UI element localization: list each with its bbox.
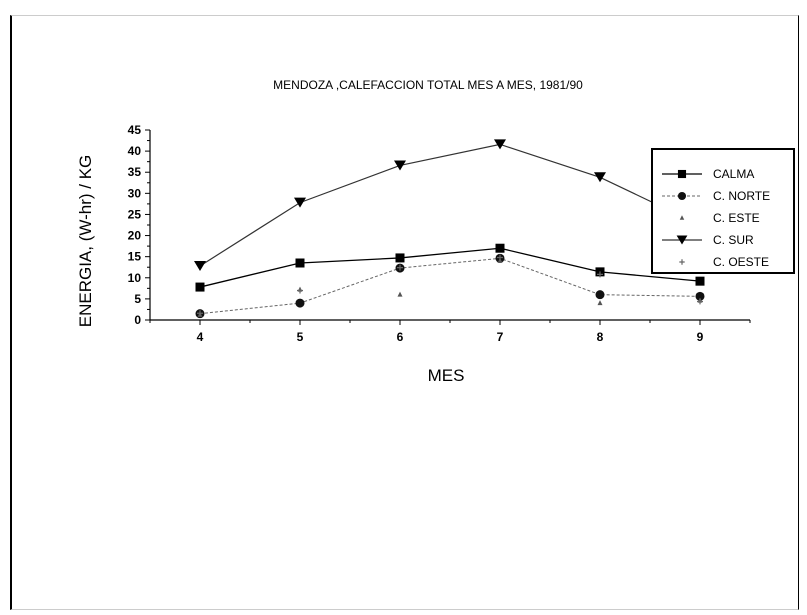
data-point [594, 172, 606, 183]
data-point [495, 243, 505, 253]
y-tick-label: 45 [128, 123, 142, 137]
legend-marker [677, 169, 687, 179]
legend-label: C. ESTE [713, 211, 760, 225]
data-point [494, 139, 506, 150]
data-point [695, 291, 705, 301]
legend-label: C. OESTE [713, 255, 769, 269]
series-calma [195, 243, 705, 292]
legend-label: C. NORTE [713, 189, 770, 203]
data-point [497, 254, 503, 261]
x-tick-label: 7 [497, 330, 504, 344]
series-line [199, 247, 701, 288]
y-tick-label: 10 [128, 271, 142, 285]
data-point [294, 197, 306, 208]
legend-marker [677, 191, 687, 201]
x-tick-label: 5 [297, 330, 304, 344]
legend-label: CALMA [713, 167, 754, 181]
x-tick-label: 6 [397, 330, 404, 344]
legend-box [651, 148, 795, 274]
y-tick-label: 40 [128, 144, 142, 158]
data-point [394, 160, 406, 171]
x-tick-label: 9 [697, 330, 704, 344]
y-tick-label: 20 [128, 229, 142, 243]
x-tick-label: 4 [197, 330, 204, 344]
series-c-norte [195, 253, 705, 319]
data-point [695, 276, 705, 286]
legend-marker [679, 215, 685, 220]
data-point [597, 271, 603, 278]
series-c-sur [194, 139, 706, 271]
data-point [395, 253, 405, 263]
y-tick-label: 25 [128, 207, 142, 221]
x-tick-label: 8 [597, 330, 604, 344]
y-tick-label: 0 [134, 313, 141, 327]
y-tick-label: 15 [128, 250, 142, 264]
y-tick-label: 35 [128, 165, 142, 179]
data-point [295, 298, 305, 308]
series-c-este [197, 257, 703, 317]
y-axis-title: ENERGIA, (W-hr) / KG [76, 155, 95, 328]
data-point [297, 287, 303, 294]
legend: CALMA C. NORTE C. ESTE C. SUR C. OESTE [651, 148, 795, 274]
data-point [597, 300, 603, 306]
data-point [197, 310, 203, 317]
data-point [195, 282, 205, 292]
data-point [595, 290, 605, 300]
series-line [199, 143, 701, 267]
data-point [194, 260, 206, 271]
x-axis-title: MES [428, 366, 465, 385]
data-point [397, 291, 403, 297]
series-layer [194, 139, 706, 319]
legend-marker [679, 259, 685, 265]
data-point [295, 258, 305, 268]
series-c-oeste [197, 254, 703, 317]
legend-label: C. SUR [713, 233, 754, 247]
data-point [397, 264, 403, 271]
chart-title: MENDOZA ,CALEFACCION TOTAL MES A MES, 19… [273, 78, 583, 92]
y-tick-label: 5 [134, 292, 141, 306]
chart-frame [10, 15, 799, 610]
y-tick-label: 30 [128, 186, 142, 200]
series-line [199, 257, 701, 315]
legend-marker [676, 235, 688, 245]
data-point [697, 298, 703, 305]
